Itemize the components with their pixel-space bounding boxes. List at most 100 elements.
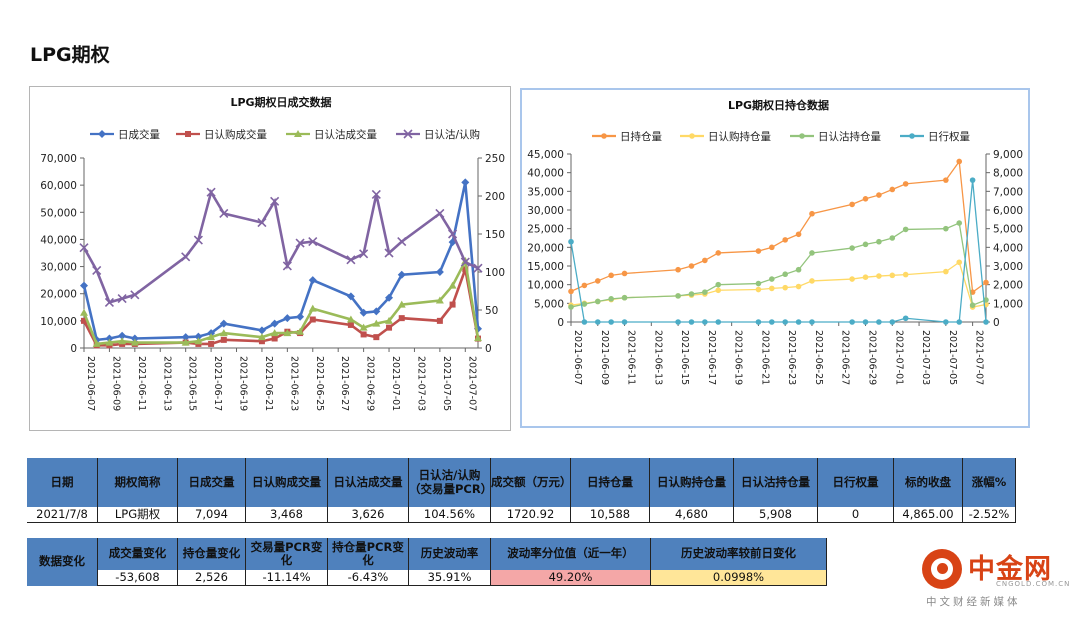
volume-data-point <box>474 334 482 342</box>
oi-data-point <box>568 288 574 295</box>
volume-legend-marker <box>185 131 191 137</box>
change-table-header: 波动率分位值（近一年） <box>491 538 651 570</box>
oi-x-tick-label: 2021-06-15 <box>679 330 690 385</box>
volume-data-point <box>270 319 279 328</box>
summary-table-value: 2021/7/8 <box>27 507 98 523</box>
oi-data-point <box>702 257 708 264</box>
oi-data-point <box>795 266 802 273</box>
volume-legend-item: 日认沽成交量 <box>286 128 377 141</box>
oi-y-tick-label: 15,000 <box>527 261 564 273</box>
volume-data-point <box>181 338 190 346</box>
oi-data-point <box>715 281 722 288</box>
oi-data-point <box>621 319 628 325</box>
oi-x-tick-label: 2021-07-01 <box>893 330 904 385</box>
oi-data-point <box>969 302 976 308</box>
oi-data-point <box>889 272 896 279</box>
volume-data-point <box>105 334 114 343</box>
volume-data-point <box>257 333 266 341</box>
volume-data-point <box>181 333 190 342</box>
page-title: LPG期权 <box>30 44 110 66</box>
oi-y2-tick-label: 5,000 <box>993 224 1023 236</box>
oi-legend-marker <box>689 133 695 139</box>
oi-data-point <box>862 274 869 280</box>
oi-legend-marker <box>601 133 607 139</box>
oi-data-point <box>969 177 976 183</box>
oi-data-point <box>809 319 815 325</box>
oi-y2-tick-label: 2,000 <box>993 280 1023 292</box>
oi-data-point <box>862 241 869 248</box>
volume-data-point <box>92 339 101 347</box>
oi-legend-marker <box>799 133 805 139</box>
oi-data-point <box>782 271 788 278</box>
volume-data-point <box>219 319 228 328</box>
volume-legend-marker <box>294 130 302 137</box>
volume-data-point <box>80 308 88 316</box>
volume-data-point <box>359 308 368 317</box>
oi-data-point <box>809 210 815 217</box>
volume-y-tick-label: 10,000 <box>40 316 77 328</box>
summary-table-header: 日认购成交量 <box>246 458 328 507</box>
oi-data-point <box>862 196 869 202</box>
oi-data-point <box>862 319 869 325</box>
summary-table-value: LPG期权 <box>98 507 178 523</box>
summary-table-value: 4,680 <box>650 507 734 523</box>
volume-data-point <box>448 229 458 239</box>
summary-table-value: 5,908 <box>734 507 818 523</box>
oi-title: LPG期权日持仓数据 <box>728 98 829 112</box>
change-table-header: 持仓量变化 <box>178 538 246 570</box>
volume-x-tick-label: 2021-07-07 <box>466 356 477 411</box>
volume-data-point <box>461 178 470 187</box>
volume-x-tick-label: 2021-06-09 <box>110 356 121 411</box>
volume-x-tick-label: 2021-06-27 <box>339 356 350 411</box>
volume-data-point <box>271 335 278 342</box>
oi-x-tick-label: 2021-06-21 <box>759 330 770 385</box>
volume-data-point <box>283 329 292 337</box>
change-table-header: 持仓量PCR变化 <box>328 538 409 570</box>
oi-x-tick-label: 2021-06-25 <box>813 330 824 385</box>
volume-y-tick-label: 30,000 <box>40 262 77 274</box>
oi-data-point <box>769 276 775 282</box>
oi-data-point <box>715 319 722 325</box>
oi-data-point <box>943 319 949 325</box>
oi-data-point <box>849 201 855 208</box>
volume-x-tick-label: 2021-06-19 <box>238 356 249 411</box>
volume-data-point <box>117 294 127 304</box>
oi-data-point <box>782 319 788 325</box>
volume-x-tick-label: 2021-06-13 <box>161 356 172 411</box>
volume-data-point <box>386 324 393 331</box>
oi-legend-item: 日行权量 <box>900 130 970 143</box>
change-table-value: 0.0998% <box>651 570 827 586</box>
oi-series-line <box>570 261 987 308</box>
oi-y2-tick-label: 8,000 <box>993 168 1023 180</box>
oi-data-point <box>902 181 909 187</box>
volume-data-point <box>270 196 280 206</box>
oi-data-point <box>849 245 855 251</box>
logo-mark-icon <box>922 549 962 589</box>
volume-legend-label: 日认沽/认购 <box>424 128 480 141</box>
summary-table-value: 3,468 <box>246 507 328 523</box>
oi-data-point <box>568 238 574 245</box>
summary-table-header: 日认沽成交量 <box>328 458 409 507</box>
volume-data-point <box>105 338 114 346</box>
oi-data-point <box>755 280 762 287</box>
oi-data-point <box>769 285 775 292</box>
oi-data-point <box>675 266 681 273</box>
oi-x-tick-label: 2021-07-07 <box>974 330 985 385</box>
oi-legend-item: 日认沽持仓量 <box>790 130 881 143</box>
volume-legend: 日成交量 日认购成交量 日认沽成交量 日认沽/认购 <box>90 128 480 141</box>
change-table-header: 交易量PCR变化 <box>246 538 328 570</box>
volume-legend-item: 日认沽/认购 <box>396 128 480 141</box>
volume-data-point <box>130 334 139 343</box>
volume-y2-tick-label: 150 <box>485 229 505 241</box>
oi-y-tick-label: 0 <box>557 317 564 329</box>
volume-data-point <box>398 315 405 322</box>
oi-data-point <box>795 283 802 290</box>
cngold-logo: 中金网 CNGOLD.COM.CN 中文财经新媒体 <box>922 547 1069 608</box>
volume-x-tick-label: 2021-06-23 <box>288 356 299 411</box>
volume-x-tick-label: 2021-06-15 <box>187 356 198 411</box>
oi-x-tick-label: 2021-06-23 <box>786 330 797 385</box>
change-table-value: 35.91% <box>409 570 491 586</box>
summary-table-header: 日认购持仓量 <box>650 458 734 507</box>
